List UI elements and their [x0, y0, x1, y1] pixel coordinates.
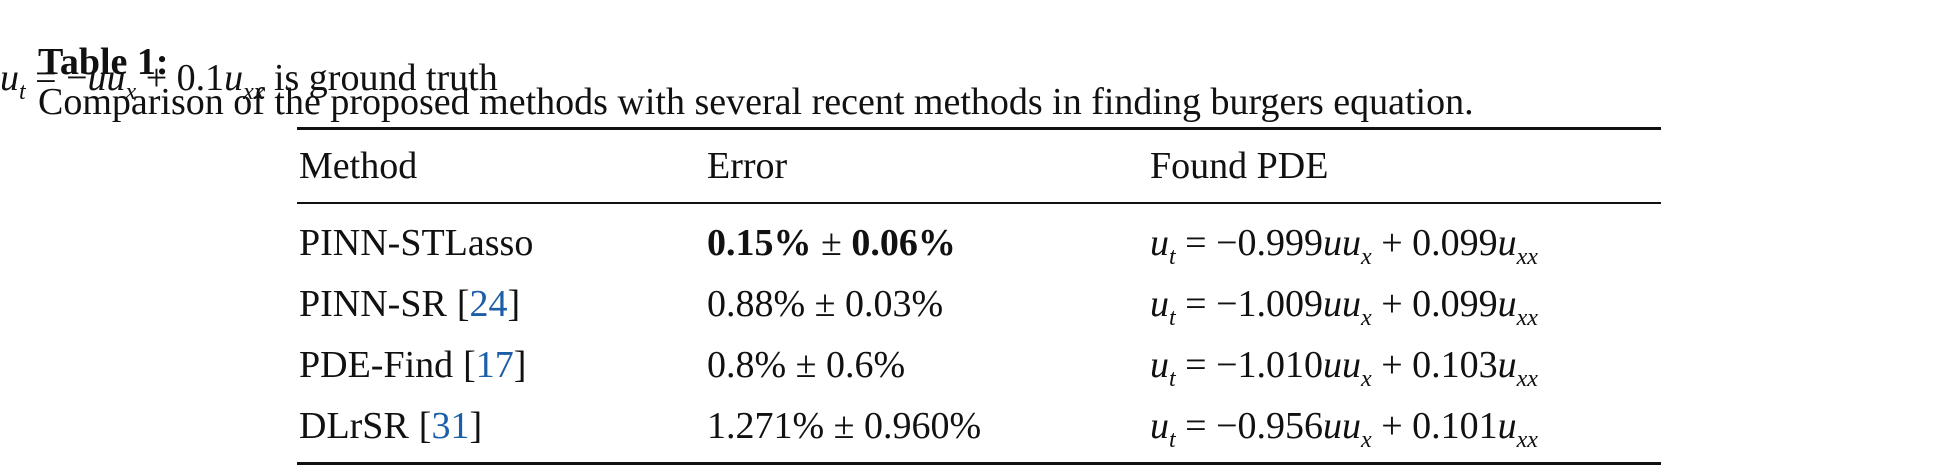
text-piece: xx	[1516, 427, 1538, 453]
caption-label: Table 1:	[38, 41, 169, 83]
text-piece: x	[1361, 305, 1372, 331]
text-piece: 0.15%	[707, 222, 812, 264]
text-piece: = −1.009	[1175, 283, 1324, 325]
text-piece: x	[1361, 427, 1372, 453]
text-piece: + 0.099	[1371, 222, 1498, 264]
method-name: PINN-SR	[299, 283, 447, 325]
text-piece: 0.06%	[851, 222, 956, 264]
error-cell: 0.8% ± 0.6%	[707, 345, 905, 385]
header-cell: Method	[299, 145, 418, 187]
text-piece: = −1.010	[1175, 344, 1324, 386]
bottom-rule	[297, 462, 1661, 465]
bracket: [	[456, 283, 470, 325]
text-piece: t	[1169, 427, 1176, 453]
method-name: PDE-Find	[299, 344, 454, 386]
bracket: [	[463, 344, 476, 386]
header-cell: Found PDE	[1150, 145, 1329, 187]
method-cell: PINN-SR [24]	[299, 284, 520, 324]
text-piece: uu	[1323, 344, 1362, 386]
text-piece: t	[1169, 366, 1176, 392]
bracket: [	[418, 405, 432, 447]
text-piece: u	[1150, 283, 1169, 325]
text-piece: is ground truth	[264, 57, 498, 99]
text-piece: uu	[1323, 405, 1362, 447]
text-piece: uu	[1323, 283, 1362, 325]
header-cell: Error	[707, 145, 788, 187]
text-piece: u	[224, 57, 244, 99]
mid-rule	[297, 202, 1661, 204]
text-piece: u	[1150, 344, 1169, 386]
text-piece: x	[1361, 366, 1372, 392]
text-piece: t	[1169, 244, 1176, 270]
citation-link[interactable]: 31	[431, 405, 470, 447]
text-piece: u	[1497, 405, 1517, 447]
text-piece: u	[1150, 222, 1169, 264]
text-piece: uu	[87, 57, 126, 99]
text-piece: uu	[1323, 222, 1362, 264]
method-cell: PINN-STLasso	[299, 223, 533, 263]
text-piece: x	[1361, 244, 1372, 270]
citation: [17]	[463, 344, 526, 386]
text-piece: xx	[1516, 366, 1538, 392]
text-piece: u	[1497, 344, 1517, 386]
citation: [24]	[457, 283, 520, 325]
text-piece: + 0.1	[136, 57, 225, 99]
citation-link[interactable]: 17	[475, 344, 514, 386]
text-piece: x	[125, 79, 137, 105]
text-piece: xx	[1516, 244, 1538, 270]
citation-link[interactable]: 24	[469, 283, 508, 325]
text-piece: 0.88% ± 0.03%	[707, 283, 944, 325]
method-name: DLrSR	[299, 405, 409, 447]
text-piece: t	[19, 79, 26, 105]
method-name: PINN-STLasso	[299, 222, 534, 264]
top-rule	[297, 127, 1661, 130]
pde-cell: ut = −0.956uux + 0.101uxx	[1150, 405, 1538, 453]
text-piece: + 0.099	[1371, 283, 1498, 325]
error-cell: 0.15% ± 0.06%	[707, 223, 956, 263]
text-piece: 1.271% ± 0.960%	[707, 405, 982, 447]
text-piece: = −	[25, 57, 88, 99]
citation: [31]	[419, 405, 482, 447]
caption-text: Comparison of the proposed methods with …	[38, 81, 1474, 123]
bracket: ]	[507, 283, 521, 325]
text-piece: ±	[811, 222, 852, 264]
text-piece: xx	[243, 79, 265, 105]
method-cell: DLrSR [31]	[299, 406, 482, 446]
caption-line: Table 1: Comparison of the proposed meth…	[0, 2, 1474, 162]
text-piece: 0.8% ± 0.6%	[707, 344, 906, 386]
text-piece: u	[1497, 283, 1517, 325]
error-cell: 1.271% ± 0.960%	[707, 406, 981, 446]
text-piece: = −0.999	[1175, 222, 1324, 264]
pde-cell: ut = −0.999uux + 0.099uxx	[1150, 222, 1538, 270]
text-piece: t	[1169, 305, 1176, 331]
text-piece: u	[1150, 405, 1169, 447]
pde-cell: ut = −1.009uux + 0.099uxx	[1150, 283, 1538, 331]
bracket: ]	[469, 405, 483, 447]
text-piece: u	[0, 57, 19, 99]
method-cell: PDE-Find [17]	[299, 345, 526, 385]
text-piece: xx	[1516, 305, 1538, 331]
text-piece: = −0.956	[1175, 405, 1324, 447]
text-piece: + 0.103	[1371, 344, 1498, 386]
text-piece: u	[1497, 222, 1517, 264]
error-cell: 0.88% ± 0.03%	[707, 284, 943, 324]
pde-cell: ut = −1.010uux + 0.103uxx	[1150, 344, 1538, 392]
bracket: ]	[513, 344, 527, 386]
text-piece: + 0.101	[1371, 405, 1498, 447]
ground-truth: ut = −uux + 0.1uxx is ground truth	[0, 57, 498, 105]
